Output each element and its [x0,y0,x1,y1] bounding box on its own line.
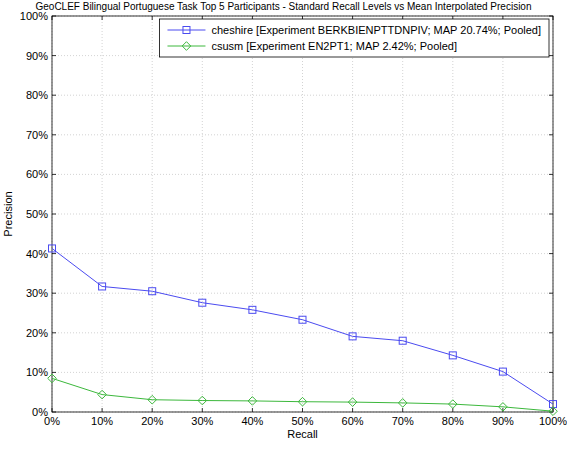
x-grid-line [252,16,253,412]
y-tick [549,174,553,175]
y-tick [549,55,553,56]
x-tick-label: 10% [91,415,113,427]
x-axis-label: Recall [287,428,318,440]
marker [449,400,458,409]
y-tick [549,95,553,96]
y-tick-label: 60% [26,168,48,180]
series-line [52,378,553,411]
y-tick-label: 0% [32,406,48,418]
marker [499,403,508,412]
marker [99,283,106,290]
background [0,0,567,449]
marker [199,299,206,306]
marker [499,368,506,375]
x-grid-line [452,16,453,412]
x-tick [302,408,303,412]
plot-area [52,16,553,412]
title: GeoCLEF Bilingual Portuguese Task Top 5 … [35,1,531,12]
y-tick [549,214,553,215]
x-tick-label: 50% [291,415,313,427]
legend-line [167,30,205,31]
y-axis-label: Precision [2,191,14,236]
grid [52,16,553,412]
x-tick-label: 40% [241,415,263,427]
marker [399,337,406,344]
y-tick-label: 20% [26,327,48,339]
y-tick [549,372,553,373]
marker [48,374,57,383]
marker [49,245,56,252]
y-tick [52,372,56,373]
x-tick-label: 90% [492,415,514,427]
y-tick [52,214,56,215]
y-tick-label: 90% [26,50,48,62]
marker [98,390,107,399]
x-tick-label: 80% [442,415,464,427]
y-tick [52,134,56,135]
x-grid-line [102,16,103,412]
legend-box [159,19,549,57]
legend-label: cheshire [Experiment BERKBIENPTTDNPIV; M… [211,24,541,36]
y-tick [549,293,553,294]
x-tick-label: 100% [539,415,567,427]
y-tick-label: 30% [26,287,48,299]
x-tick [202,408,203,412]
marker [248,397,257,406]
x-tick [352,408,353,412]
marker [249,306,256,313]
y-grid-line [52,174,553,175]
y-tick [549,253,553,254]
x-tick [152,16,153,20]
x-tick [152,408,153,412]
y-grid-line [52,372,553,373]
x-tick [252,408,253,412]
y-tick-label: 10% [26,366,48,378]
marker [349,333,356,340]
y-tick [52,55,56,56]
marker [449,352,456,359]
marker [398,399,407,408]
x-tick-label: 60% [342,415,364,427]
y-tick [52,293,56,294]
y-tick-label: 70% [26,129,48,141]
x-tick-label: 30% [191,415,213,427]
marker [149,288,156,295]
y-tick [52,332,56,333]
marker [298,397,307,406]
y-grid-line [52,253,553,254]
legend-label: csusm [Experiment EN2PT1; MAP 2.42%; Poo… [211,40,457,52]
x-tick [102,408,103,412]
legend: cheshire [Experiment BERKBIENPTTDNPIV; M… [159,19,549,57]
chart: 0%10%20%30%40%50%60%70%80%90%100%0%10%20… [0,0,567,449]
x-tick [102,16,103,20]
data-group [48,245,558,416]
y-tick-label: 40% [26,248,48,260]
y-tick [52,253,56,254]
series-line [52,248,553,404]
y-grid-line [52,293,553,294]
marker [148,395,157,404]
x-tick [402,408,403,412]
marker [198,396,207,405]
plot-frame [52,16,553,412]
marker [299,316,306,323]
y-grid-line [52,214,553,215]
legend-marker [182,42,191,51]
y-grid-line [52,332,553,333]
y-grid-line [52,95,553,96]
y-tick-label: 50% [26,208,48,220]
x-tick-label: 70% [392,415,414,427]
y-tick [52,174,56,175]
y-tick [549,134,553,135]
x-grid-line [302,16,303,412]
x-tick-label: 20% [141,415,163,427]
legend-marker [183,27,190,34]
y-tick [549,332,553,333]
marker [549,407,558,416]
y-grid-line [52,134,553,135]
y-tick-label: 80% [26,89,48,101]
y-tick [52,95,56,96]
marker [348,398,357,407]
legend-line [167,46,205,47]
